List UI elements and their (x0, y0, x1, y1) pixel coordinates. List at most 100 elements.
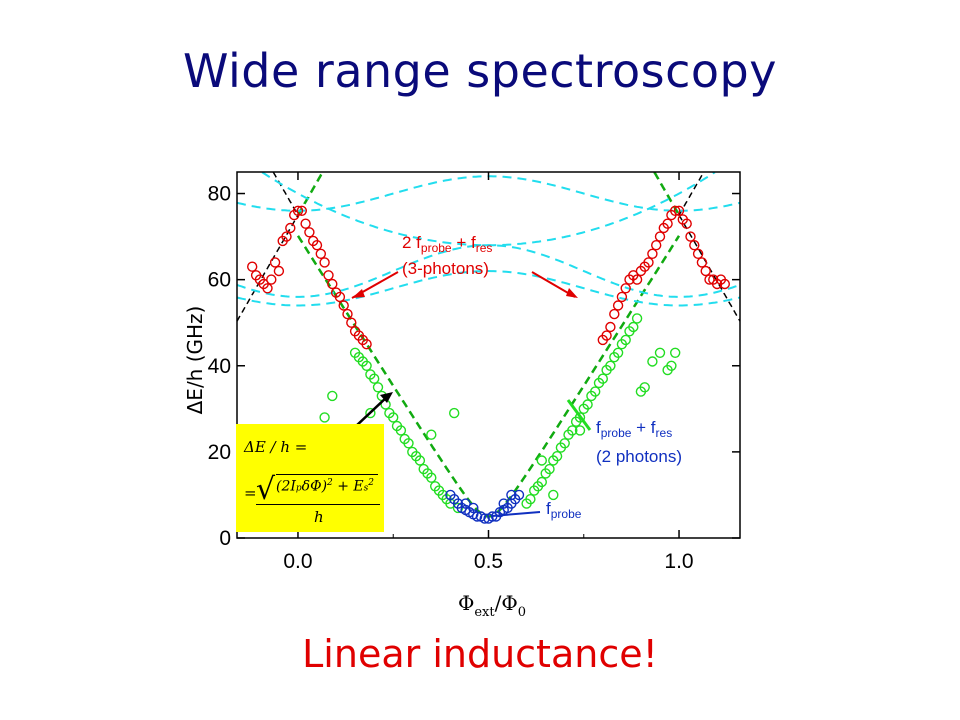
data-point (590, 386, 601, 397)
data-point (654, 231, 666, 242)
data-point (342, 308, 353, 320)
data-point (273, 265, 285, 277)
data-point (643, 257, 654, 268)
data-point (449, 407, 460, 419)
data-point (292, 205, 304, 217)
data-point (346, 317, 357, 328)
data-point (559, 438, 570, 449)
annotation-two-photon: fprobe + fres (596, 418, 672, 440)
x-tick-label: 0.5 (474, 550, 503, 573)
data-point (631, 274, 643, 285)
sqrt-symbol: √ (256, 472, 276, 507)
data-point (300, 218, 311, 229)
y-tick-label: 60 (208, 269, 231, 292)
data-point (395, 425, 407, 436)
data-point (338, 300, 349, 311)
formula-equals: = (244, 484, 257, 502)
data-point (692, 248, 704, 260)
y-tick-label: 0 (219, 527, 231, 550)
data-point (647, 356, 658, 367)
data-point (612, 347, 624, 358)
formula-box: ΔE / h = = √ (2IpδΦ)2 + Es2 h (236, 424, 384, 532)
data-point (468, 502, 479, 514)
data-point (601, 330, 612, 341)
data-point (666, 360, 677, 371)
data-point (452, 502, 464, 514)
data-point (319, 412, 330, 423)
x-tick-label: 1.0 (664, 550, 693, 573)
data-point (651, 239, 662, 251)
sqrt-bar (276, 474, 378, 475)
data-point (620, 283, 631, 294)
slide-title: Wide range spectroscopy (183, 44, 777, 98)
data-point (574, 412, 586, 423)
data-point (609, 308, 620, 320)
data-point (304, 227, 315, 238)
annotation-three-photon-sub: (3-photons) (402, 259, 489, 278)
data-point (311, 239, 323, 251)
data-point (612, 300, 624, 311)
cyan-dashed-curve (236, 244, 741, 298)
data-point (605, 321, 616, 333)
data-point (544, 463, 555, 475)
data-point (673, 205, 685, 217)
arrow-left-head (352, 289, 365, 298)
data-point (670, 347, 681, 358)
annotations: 2 fprobe + fres (3-photons) fprobe + fre… (321, 233, 682, 521)
data-point (582, 399, 593, 410)
data-point (689, 239, 700, 251)
data-point (719, 278, 730, 290)
data-point (628, 321, 639, 333)
data-point (315, 248, 326, 260)
fraction-bar (256, 504, 380, 505)
data-point (460, 498, 471, 509)
data-point (281, 231, 292, 242)
data-point (574, 425, 586, 436)
data-point (525, 494, 536, 505)
formula-denominator: h (314, 508, 324, 526)
arrow-right-head (566, 288, 578, 298)
data-point (620, 334, 631, 346)
data-point (639, 382, 650, 393)
data-point (536, 455, 547, 466)
annotation-three-photon: 2 fprobe + fres (402, 233, 492, 255)
data-point (685, 231, 696, 242)
bottom-note: Linear inductance! (302, 632, 658, 676)
y-tick-label: 80 (208, 183, 231, 206)
data-point (654, 347, 666, 358)
data-point (403, 438, 414, 449)
data-point (372, 382, 384, 393)
data-point (479, 513, 490, 524)
data-point (388, 412, 399, 423)
data-point (597, 373, 608, 384)
x-axis-label: Φext/Φ0 (458, 591, 526, 620)
data-point (365, 407, 376, 419)
black-dashed-curve (678, 171, 705, 216)
data-point (319, 257, 330, 268)
data-point (414, 455, 426, 466)
data-point (536, 476, 547, 488)
data-point (296, 205, 307, 217)
data-point (285, 222, 296, 234)
data-point (548, 489, 559, 501)
arrow-blue (491, 511, 541, 517)
data-point (426, 472, 437, 483)
data-point (513, 489, 525, 501)
data-point (662, 218, 673, 229)
data-point (696, 257, 708, 268)
green-dashed-curve (296, 171, 324, 216)
data-point (647, 248, 658, 260)
arrow-green (566, 399, 592, 431)
data-point (361, 339, 372, 350)
data-point (670, 205, 681, 217)
data-point (616, 291, 628, 303)
data-point (269, 257, 281, 268)
axis-labels: Φext/Φ0 ΔE/h (GHz) (183, 306, 526, 620)
annotation-two-photon-sub: (2 photons) (596, 447, 682, 466)
data-point (567, 425, 578, 436)
data-point (506, 489, 517, 501)
data-point (323, 270, 334, 281)
data-point (631, 313, 643, 324)
formula-numerator: (2IpδΦ)2 + Es2 (276, 478, 374, 495)
